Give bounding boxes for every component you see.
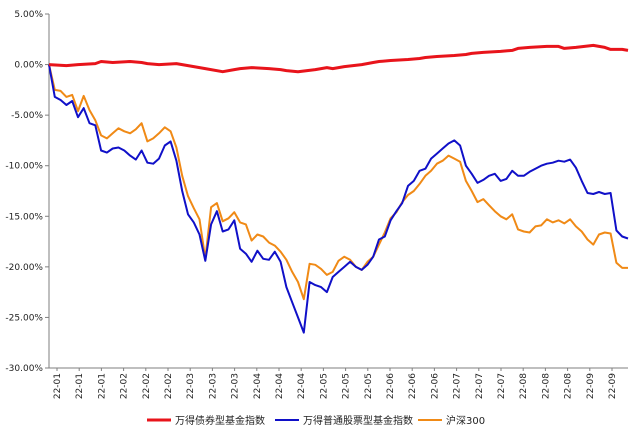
x-tick-label: 22-05 [319,373,329,399]
x-tick-label: 22-01 [97,373,107,399]
x-tick-label: 22-04 [253,373,263,399]
x-tick-label: 22-02 [120,373,130,399]
x-tick-label: 22-03 [186,373,196,399]
x-tick-label: 22-04 [275,373,285,399]
x-tick-label: 22-05 [364,373,374,399]
y-tick-label: -15.00% [5,212,43,222]
y-tick-label: -5.00% [11,111,43,121]
y-tick-label: -30.00% [5,364,43,374]
series-line-2 [48,64,628,301]
y-tick-label: -10.00% [5,162,43,172]
x-tick-label: 22-03 [231,373,241,399]
y-axis-ticks: 5.00% 0.00% -5.00% -10.00% -15.00% -20.00% -25… [5,10,49,374]
y-tick-label: 5.00% [14,10,43,20]
legend-label-1: 万得普通股票型基金指数 [303,414,413,427]
x-tick-label: 22-05 [342,373,352,399]
x-tick-label: 22-04 [297,373,307,399]
x-tick-label: 22-07 [475,373,485,399]
x-tick-label: 22-09 [586,373,596,399]
x-tick-label: 22-09 [608,373,618,399]
x-tick-label: 22-07 [453,373,463,399]
y-tick-label: 0.00% [14,61,43,71]
x-axis-ticks: 22-01 22-01 22-01 22-02 22-02 22-02 22-03 22-03… [53,368,618,399]
x-tick-label: 22-02 [142,373,152,399]
legend-label-2: 沪深300 [446,414,485,427]
series-line-1 [48,64,629,334]
x-tick-label: 22-01 [53,373,63,399]
x-tick-label: 22-01 [75,373,85,399]
x-tick-label: 22-02 [164,373,174,399]
x-tick-label: 22-06 [408,373,418,399]
series-line-0 [48,43,629,74]
x-tick-label: 22-08 [519,373,529,399]
x-tick-label: 22-08 [541,373,551,399]
x-tick-label: 22-06 [430,373,440,399]
y-tick-label: -20.00% [5,263,43,273]
y-tick-label: -25.00% [5,313,43,323]
series-lines [48,43,629,334]
legend-label-0: 万得债券型基金指数 [175,414,265,427]
x-tick-label: 22-03 [208,373,218,399]
x-tick-label: 22-06 [386,373,396,399]
x-tick-label: 22-08 [564,373,574,399]
legend: 万得债券型基金指数 万得普通股票型基金指数 沪深300 [147,414,485,427]
x-tick-label: 22-07 [497,373,507,399]
